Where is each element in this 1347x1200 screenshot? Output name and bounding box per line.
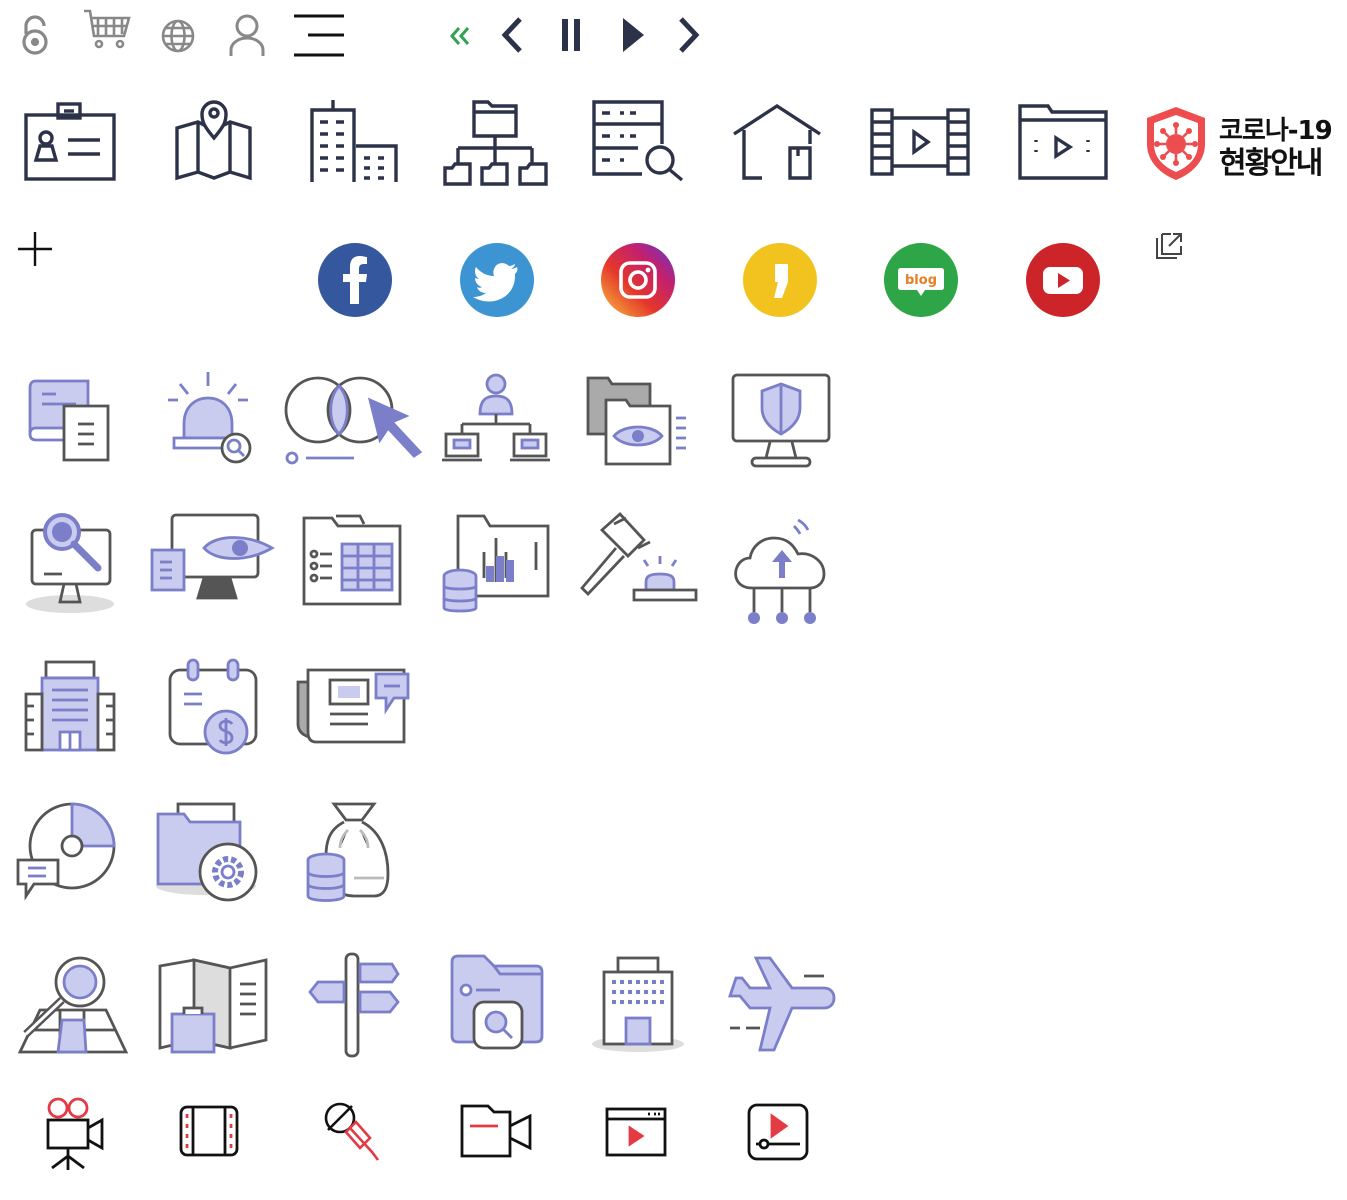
pause-icon[interactable]: [560, 18, 586, 52]
checklist-table-icon[interactable]: [300, 514, 406, 608]
map-pin-icon[interactable]: [174, 98, 254, 182]
pie-chart-chat-icon[interactable]: [14, 800, 118, 904]
office-building-icon[interactable]: [24, 660, 118, 752]
chevron-right-icon[interactable]: [676, 16, 702, 54]
blog-icon-label: blog: [905, 273, 937, 288]
gavel-icon[interactable]: [578, 512, 702, 620]
external-link-icon[interactable]: [1153, 228, 1185, 260]
monitor-shield-icon[interactable]: [730, 372, 834, 470]
film-frame-icon[interactable]: [178, 1104, 240, 1158]
cloud-upload-icon[interactable]: [732, 512, 832, 630]
buildings-icon[interactable]: [306, 98, 400, 184]
chevron-left-icon[interactable]: [499, 16, 525, 54]
id-card-icon[interactable]: [24, 102, 118, 182]
kakaostory-icon[interactable]: [742, 242, 818, 318]
server-search-icon[interactable]: [590, 100, 686, 182]
venn-cursor-icon[interactable]: [284, 374, 424, 466]
folder-search-icon[interactable]: [448, 954, 548, 1054]
home-icon[interactable]: [732, 103, 822, 180]
signpost-icon[interactable]: [306, 952, 404, 1058]
film-strip-icon[interactable]: [870, 108, 972, 176]
virus-shield-icon: [1147, 107, 1205, 180]
movie-camera-icon[interactable]: [44, 1096, 106, 1170]
video-camera-icon[interactable]: [458, 1102, 534, 1160]
video-folder-icon[interactable]: [1018, 104, 1110, 180]
menu-icon[interactable]: [292, 14, 346, 58]
monitor-eye-icon[interactable]: [150, 512, 276, 602]
folder-chart-icon[interactable]: [440, 512, 552, 622]
map-search-icon[interactable]: [17, 954, 129, 1056]
blog-icon[interactable]: blog: [883, 242, 959, 318]
facebook-icon[interactable]: [317, 242, 393, 318]
folded-map-icon[interactable]: [156, 956, 270, 1056]
monitor-search-icon[interactable]: [24, 512, 120, 616]
covid-badge-subtitle: 현황안내: [1219, 146, 1323, 181]
alarm-search-icon[interactable]: [166, 370, 260, 468]
youtube-icon[interactable]: [1025, 242, 1101, 318]
folder-gear-icon[interactable]: [154, 800, 262, 906]
play-icon[interactable]: [620, 16, 648, 54]
instagram-icon[interactable]: [600, 242, 676, 318]
network-user-icon[interactable]: [440, 372, 552, 468]
covid-badge-title: 코로나-19: [1219, 116, 1333, 146]
twitter-icon[interactable]: [459, 242, 535, 318]
hotel-icon[interactable]: [590, 954, 690, 1058]
video-player-icon[interactable]: [746, 1102, 810, 1162]
airplane-icon[interactable]: [726, 956, 838, 1054]
calendar-dollar-icon[interactable]: [166, 656, 262, 756]
covid-status-badge[interactable]: 코로나-19 현황안내: [1143, 104, 1343, 184]
double-chevron-left-icon[interactable]: [449, 24, 473, 48]
book-document-icon[interactable]: [26, 378, 112, 464]
money-bag-coins-icon[interactable]: [304, 800, 392, 908]
browser-play-icon[interactable]: [604, 1106, 668, 1158]
plus-icon[interactable]: [16, 230, 54, 268]
folder-eye-icon[interactable]: [586, 374, 690, 466]
microphone-icon[interactable]: [322, 1100, 384, 1166]
lock-icon[interactable]: [16, 12, 56, 56]
globe-icon[interactable]: [159, 18, 197, 54]
org-chart-icon[interactable]: [442, 96, 550, 186]
newspaper-chat-icon[interactable]: [294, 666, 414, 746]
cart-icon[interactable]: [82, 8, 132, 52]
user-icon[interactable]: [227, 12, 267, 60]
